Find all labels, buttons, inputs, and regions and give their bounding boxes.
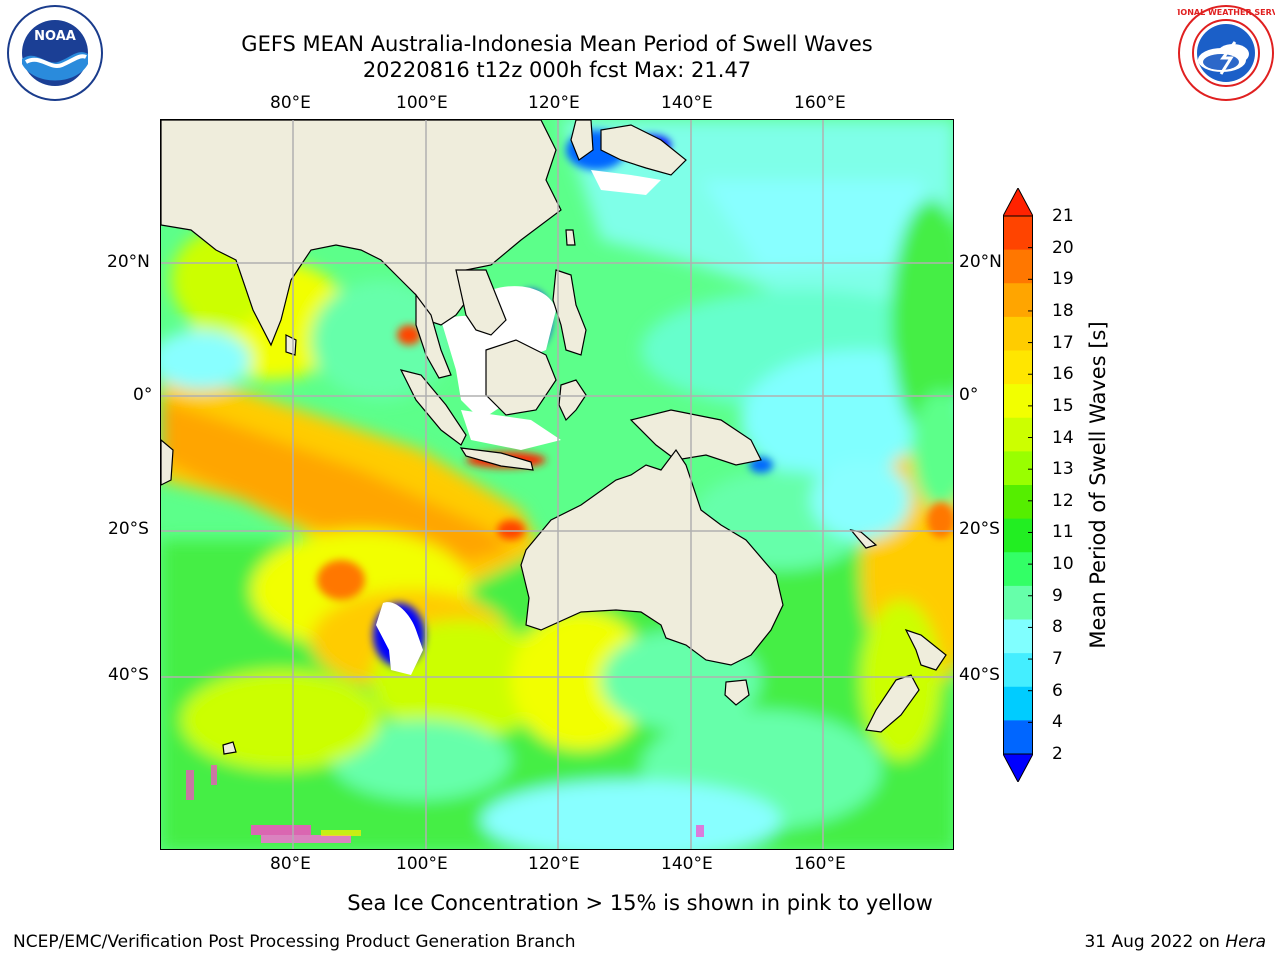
- land-korea: [570, 120, 594, 161]
- lat-label-left-0: 0°: [133, 385, 153, 405]
- lat-label-left-20s: 20°S: [108, 519, 149, 539]
- run-date: 31 Aug 2022 on Hera: [1084, 932, 1266, 952]
- colorbar-bin: [1003, 283, 1033, 318]
- colorbar-overflow-min: [1002, 753, 1034, 784]
- colorbar-bin: [1003, 350, 1033, 385]
- lat-label-right-40s: 40°S: [959, 665, 1000, 685]
- colorbar-bin: [1003, 316, 1033, 351]
- lon-label-top-140e: 140°E: [661, 93, 713, 113]
- land-philippines: [552, 269, 587, 356]
- land-java: [459, 447, 534, 471]
- lon-label-top-80e: 80°E: [270, 93, 311, 113]
- masked-scs: [491, 286, 556, 360]
- colorbar-bin: [1003, 216, 1033, 251]
- colorbar-bin: [1003, 485, 1033, 520]
- lon-label-top-120e: 120°E: [528, 93, 580, 113]
- colorbar-outline: [1003, 215, 1033, 755]
- map-panel[interactable]: [160, 119, 954, 850]
- lon-label-bottom-100e: 100°E: [396, 854, 448, 874]
- land-tasmania: [724, 679, 750, 706]
- colorbar-bin: [1003, 417, 1033, 452]
- colorbar-tick-label: 16: [1052, 364, 1074, 385]
- lon-label-top-160e: 160°E: [794, 93, 846, 113]
- colorbar-overflow-max: [1002, 186, 1034, 217]
- colorbar-title: Mean Period of Swell Waves [s]: [1086, 321, 1110, 649]
- sea-ice-speckle: [186, 765, 704, 843]
- colorbar-tick-label: 12: [1052, 490, 1074, 511]
- colorbar-bin: [1003, 384, 1033, 419]
- colorbar-bin: [1003, 552, 1033, 587]
- lat-label-left-20n: 20°N: [107, 252, 150, 272]
- colorbar-tick-label: 20: [1052, 237, 1074, 258]
- land-sulawesi: [558, 379, 587, 422]
- lat-label-left-40s: 40°S: [108, 665, 149, 685]
- land-new-zealand-north: [904, 628, 947, 671]
- svg-text:NATIONAL WEATHER SERVICE: NATIONAL WEATHER SERVICE: [1177, 8, 1275, 17]
- colorbar-bin: [1003, 720, 1033, 755]
- swell-period-map: [161, 120, 953, 849]
- svg-text:NOAA: NOAA: [34, 29, 76, 44]
- colorbar-tick-label: 21: [1052, 206, 1074, 226]
- colorbar-tick-label: 19: [1052, 269, 1074, 290]
- credit-line: NCEP/EMC/Verification Post Processing Pr…: [13, 932, 576, 952]
- land-madagascar: [161, 439, 174, 486]
- land-indochina: [455, 269, 507, 336]
- colorbar-bin: [1003, 585, 1033, 620]
- colorbar-tick-label: 7: [1052, 649, 1063, 670]
- noaa-logo: NOAA: [6, 4, 104, 102]
- chart-title-line2: 20220816 t12z 000h fcst Max: 21.47: [362, 58, 752, 82]
- land-malay: [415, 293, 452, 379]
- sea-ice-note: Sea Ice Concentration > 15% is shown in …: [347, 891, 933, 915]
- lat-label-right-20n: 20°N: [959, 252, 1002, 272]
- colorbar-tick-label: 9: [1052, 585, 1063, 606]
- graticule: [161, 120, 953, 849]
- land-taiwan: [565, 229, 576, 246]
- masked-south-indian-island: [376, 602, 423, 675]
- lat-label-right-20s: 20°S: [959, 519, 1000, 539]
- colorbar-bin: [1003, 686, 1033, 721]
- colorbar-tick-label: 2: [1052, 744, 1063, 764]
- colorbar-tick-label: 13: [1052, 459, 1074, 480]
- colorbar-tick-label: 10: [1052, 554, 1074, 575]
- colorbar-tick-label: 4: [1052, 712, 1063, 733]
- colorbar-bin: [1003, 518, 1033, 553]
- colorbar-tick-label: 18: [1052, 300, 1074, 321]
- colorbar-tick-label: 8: [1052, 617, 1063, 638]
- colorbar-scale: [1002, 186, 1034, 784]
- colorbar-tick-label: 17: [1052, 332, 1074, 353]
- colorbar-bin: [1003, 249, 1033, 284]
- lon-label-bottom-120e: 120°E: [528, 854, 580, 874]
- land-australia: [520, 448, 784, 666]
- colorbar-tick-label: 11: [1052, 522, 1074, 543]
- lon-label-bottom-80e: 80°E: [270, 854, 311, 874]
- run-host: Hera: [1225, 932, 1266, 952]
- lat-label-right-0: 0°: [959, 385, 979, 405]
- lon-label-top-100e: 100°E: [396, 93, 448, 113]
- colorbar-tick-label: 15: [1052, 395, 1074, 416]
- colorbar-tick-label: 6: [1052, 680, 1063, 701]
- land-new-guinea: [629, 409, 762, 466]
- masked-japan-sea: [591, 170, 661, 195]
- colorbar-bin: [1003, 653, 1033, 688]
- colorbar-tick-label: 14: [1052, 427, 1074, 448]
- land-japan: [600, 124, 687, 176]
- land-sumatra: [399, 369, 467, 446]
- masked-java-sea: [461, 410, 561, 450]
- land-kerguelen: [222, 741, 237, 755]
- land-masses: [161, 120, 947, 755]
- lon-label-bottom-140e: 140°E: [661, 854, 713, 874]
- run-date-text: 31 Aug 2022 on: [1084, 932, 1220, 952]
- colorbar: [1002, 186, 1034, 786]
- colorbar-bin: [1003, 451, 1033, 486]
- lon-label-bottom-160e: 160°E: [794, 854, 846, 874]
- colorbar-bin: [1003, 619, 1033, 654]
- nws-logo: NATIONAL WEATHER SERVICE: [1160, 4, 1280, 102]
- chart-title-line1: GEFS MEAN Australia-Indonesia Mean Perio…: [241, 32, 873, 56]
